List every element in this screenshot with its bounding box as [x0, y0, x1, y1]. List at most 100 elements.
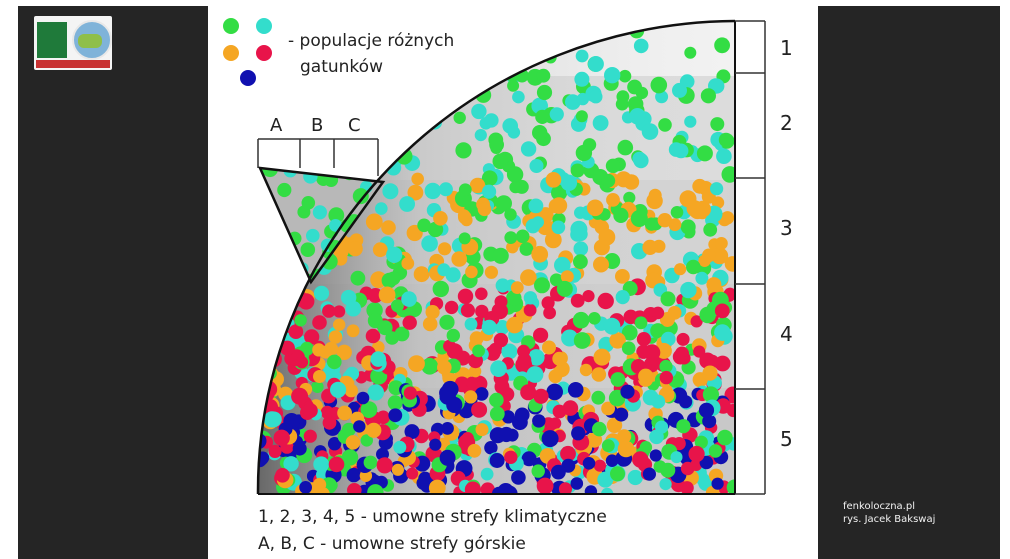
population-dot [520, 269, 537, 286]
population-dot [327, 354, 342, 370]
population-dot [532, 414, 546, 428]
population-dot [627, 469, 643, 486]
population-dot [501, 343, 518, 360]
population-dot [484, 113, 499, 128]
population-dot [484, 441, 498, 455]
population-dot [512, 90, 525, 104]
population-dot [702, 386, 719, 403]
population-dot [292, 441, 307, 456]
population-dot [694, 200, 711, 218]
population-dot [367, 102, 382, 117]
population-dot [283, 456, 299, 472]
mountain-zone-label: A [270, 115, 283, 136]
population-dot [660, 462, 676, 478]
population-dot [464, 481, 481, 494]
population-dot [541, 296, 555, 310]
population-dot [700, 88, 716, 104]
population-dot [550, 197, 568, 214]
population-dot [471, 103, 487, 120]
population-dot [363, 455, 378, 470]
climate-zone-label: 2 [780, 111, 793, 135]
population-dot [621, 324, 638, 341]
population-dot [493, 332, 509, 348]
population-dot [411, 172, 424, 186]
mountain-population-dot [312, 205, 327, 220]
population-dot [372, 340, 385, 354]
population-dot [699, 455, 714, 470]
mountain-population-dot [335, 168, 350, 174]
population-dot [615, 171, 632, 188]
population-dot [573, 241, 589, 256]
population-dot [391, 463, 404, 476]
population-dot [684, 115, 697, 128]
population-dot [548, 369, 563, 384]
population-dot [438, 182, 453, 197]
climate-zone-label: 5 [780, 427, 793, 451]
population-dot [698, 254, 711, 267]
population-dot [567, 382, 584, 398]
population-dot [620, 384, 635, 399]
population-dot [304, 329, 320, 345]
climate-zone-label: 1 [780, 36, 793, 60]
population-dot [633, 153, 649, 169]
population-dot [271, 249, 288, 266]
population-dot [504, 231, 518, 245]
population-dot [627, 79, 642, 95]
population-dot [521, 451, 537, 467]
population-dot [504, 450, 518, 464]
population-dot [460, 303, 475, 318]
population-dot [336, 344, 352, 360]
population-dot [714, 37, 730, 54]
population-dot [475, 423, 489, 437]
population-dot [670, 451, 683, 464]
population-dot [598, 228, 616, 246]
population-dot [282, 282, 298, 298]
population-dot [404, 424, 420, 440]
population-dot [280, 251, 294, 265]
population-dot [507, 126, 521, 139]
population-dot [414, 106, 429, 121]
mountain-population-dot [352, 188, 369, 205]
population-dot [261, 321, 275, 336]
population-dot [718, 132, 734, 148]
population-dot [644, 217, 658, 231]
population-dot [481, 319, 497, 335]
population-dot [437, 263, 451, 277]
population-dot [680, 219, 696, 235]
caption-climate-zones: 1, 2, 3, 4, 5 - umowne strefy klimatyczn… [258, 507, 607, 527]
population-dot [439, 449, 456, 466]
population-dot [291, 387, 309, 405]
population-dot [497, 483, 514, 494]
population-dot [629, 108, 646, 125]
population-dot [492, 153, 509, 170]
population-dot [649, 449, 662, 462]
population-dot [536, 84, 553, 101]
population-dot [370, 351, 387, 367]
population-dot [403, 386, 417, 400]
population-dot [302, 403, 318, 419]
population-dot [531, 245, 549, 263]
population-dot [280, 277, 297, 294]
climate-zone-scale [735, 20, 766, 495]
population-dot [582, 290, 595, 303]
population-dot [711, 477, 724, 490]
population-dot [320, 405, 334, 419]
population-dot [601, 439, 615, 453]
population-dot [668, 218, 682, 232]
population-dot [606, 417, 623, 433]
population-dot [421, 105, 435, 120]
population-dot [257, 115, 267, 131]
population-dot [506, 316, 523, 334]
population-dot [263, 411, 280, 428]
population-dot [367, 384, 384, 401]
legend-dot-green [223, 18, 239, 34]
legend-dot-cyan [256, 18, 272, 34]
population-dot [601, 401, 615, 416]
population-dot [702, 365, 718, 381]
population-dot [365, 213, 383, 231]
population-dot [451, 251, 467, 267]
population-dot [672, 82, 687, 98]
population-dot [554, 256, 571, 274]
population-dot [401, 95, 416, 109]
population-dot [360, 434, 373, 447]
